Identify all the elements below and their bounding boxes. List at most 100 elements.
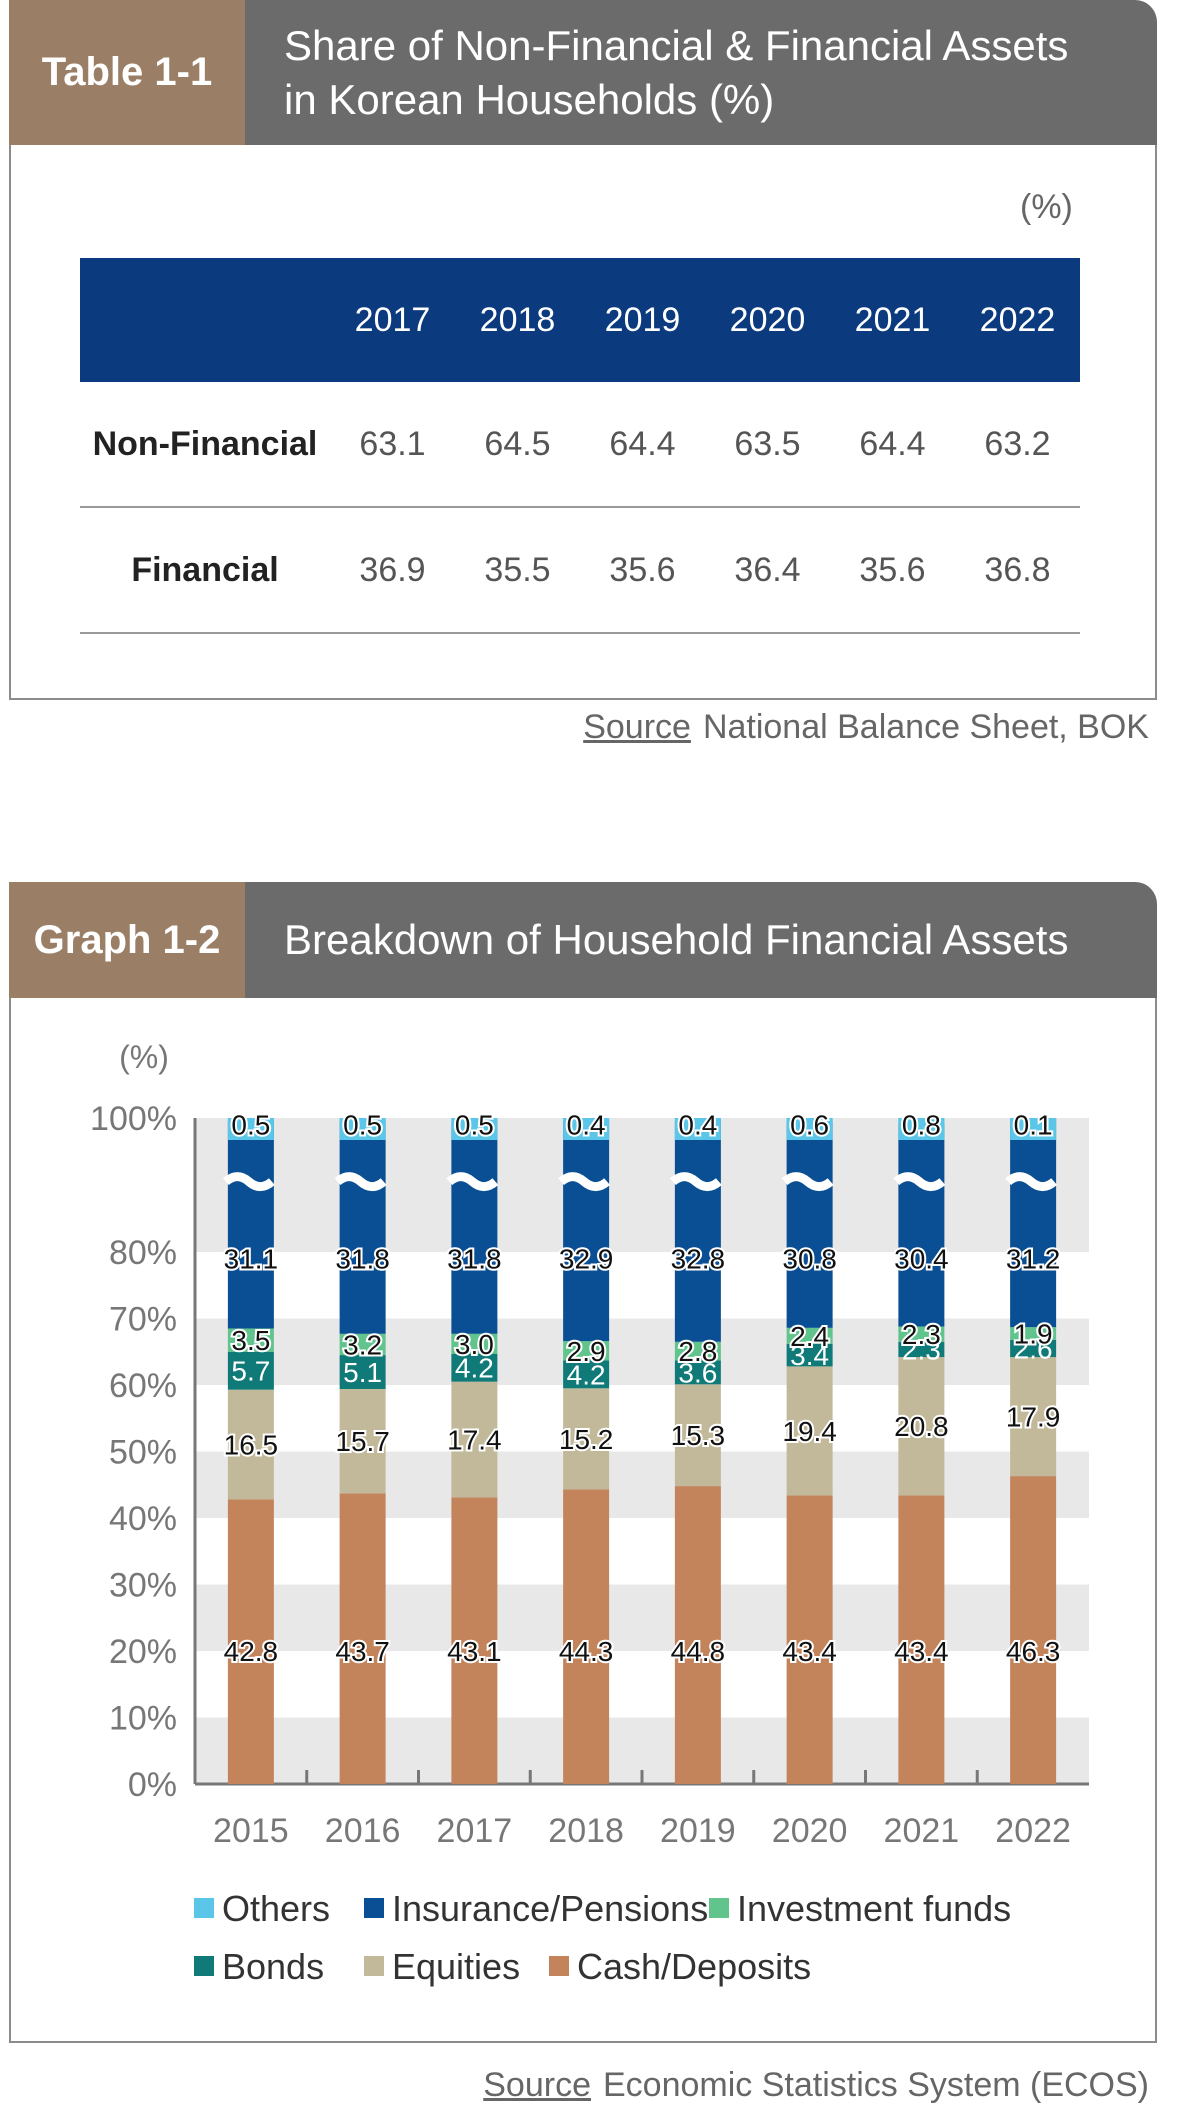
data-label: 46.3 <box>1006 1636 1061 1667</box>
y-tick-label: 40% <box>109 1500 177 1538</box>
grid-band <box>195 1118 1089 1252</box>
bar-segment <box>227 1351 274 1390</box>
bar-segment <box>451 1333 498 1354</box>
bar-segment <box>1010 1339 1057 1358</box>
table-source-label: Source <box>583 708 691 746</box>
table-unit: (%) <box>1020 188 1073 226</box>
legend-swatch <box>364 1898 384 1919</box>
bar-segment-others <box>339 1118 386 1140</box>
data-label: 1.9 <box>1014 1318 1053 1349</box>
bar-segment <box>898 1123 945 1327</box>
data-label: 15.2 <box>559 1424 614 1455</box>
bar-segment <box>227 1499 274 1784</box>
data-label: 16.5 <box>224 1430 279 1461</box>
table-cell: 35.6 <box>830 507 955 634</box>
graph-title: Breakdown of Household Financial Assets <box>284 916 1069 963</box>
bar-segment <box>674 1360 721 1385</box>
y-tick-label: 70% <box>109 1301 177 1339</box>
bar-segment <box>563 1341 610 1361</box>
bar-segment <box>1010 1327 1057 1340</box>
bar-segment <box>1010 1118 1057 1328</box>
table-header-year: 2020 <box>705 258 830 382</box>
axis-break-wave <box>1005 1172 1058 1192</box>
bar-segment <box>786 1122 833 1328</box>
data-label: 32.9 <box>559 1244 614 1275</box>
x-tick-label: 2020 <box>772 1812 848 1850</box>
bar-segment-others <box>898 1118 945 1140</box>
bar-segment-others <box>227 1118 274 1140</box>
axis-break-wave <box>222 1172 275 1192</box>
data-label: 5.1 <box>343 1357 382 1388</box>
table-title-line2: in Korean Households (%) <box>284 75 775 123</box>
data-label: 30.8 <box>782 1244 837 1275</box>
bar-segment <box>1010 1357 1057 1477</box>
legend-label: Investment funds <box>737 1888 1012 1929</box>
legend-item: Bonds <box>194 1946 324 1988</box>
table-header-year: 2022 <box>955 258 1080 382</box>
data-label: 0.1 <box>1014 1110 1053 1141</box>
bar-segment <box>451 1497 498 1784</box>
graph-title-bar: Graph 1-2 Breakdown of Household Financi… <box>9 882 1157 998</box>
table-tag: Table 1-1 <box>9 0 245 145</box>
legend-item: Insurance/Pensions <box>364 1888 708 1930</box>
axis-break-wave <box>558 1172 611 1192</box>
table-row: Financial 36.9 35.5 35.6 36.4 35.6 36.8 <box>80 507 1080 634</box>
asset-share-table: 2017 2018 2019 2020 2021 2022 Non-Financ… <box>80 258 1080 634</box>
bar-segment <box>451 1121 498 1334</box>
data-label: 43.4 <box>782 1636 837 1667</box>
bar-segment <box>339 1388 386 1494</box>
graph-source-text: Economic Statistics System (ECOS) <box>602 2066 1149 2104</box>
data-label: 42.8 <box>224 1636 279 1667</box>
table-header-row: 2017 2018 2019 2020 2021 2022 <box>80 258 1080 382</box>
bar-segment-others <box>1010 1118 1057 1140</box>
data-label: 15.7 <box>335 1426 390 1457</box>
graph-source-label: Source <box>483 2066 591 2104</box>
bar-segment <box>898 1495 945 1784</box>
data-label: 17.4 <box>447 1425 502 1456</box>
data-label: 31.2 <box>1006 1244 1061 1275</box>
table-source: Source National Balance Sheet, BOK <box>583 708 1149 747</box>
bar-segment <box>227 1328 274 1352</box>
data-label: 2.3 <box>902 1334 941 1365</box>
data-label: 19.4 <box>782 1416 837 1447</box>
bar-segment <box>898 1326 945 1342</box>
bar-segment <box>339 1493 386 1784</box>
x-tick-label: 2021 <box>884 1812 960 1850</box>
legend-label: Others <box>222 1888 331 1929</box>
bar-segment <box>563 1489 610 1784</box>
legend-swatch <box>364 1956 384 1977</box>
table-header-year: 2017 <box>330 258 455 382</box>
axis-break-wave <box>781 1172 834 1192</box>
stacked-bar-chart: 0% 10% 20% 30% 40% 50% 60% 70% 80% 100% (%) 42.8 16.… <box>90 1039 1089 1850</box>
legend-item: Investment funds <box>709 1888 1011 1930</box>
table-title: Share of Non-Financial & Financial Asset… <box>284 0 1127 145</box>
bar-segment <box>674 1341 721 1361</box>
bar-segment <box>339 1333 386 1356</box>
row-label-non-financial: Non-Financial <box>80 382 330 508</box>
data-label: 0.6 <box>790 1110 829 1141</box>
y-tick-label: 50% <box>109 1434 177 1472</box>
bar-segment <box>786 1327 833 1344</box>
legend-item: Cash/Deposits <box>549 1946 811 1988</box>
bar-segment <box>451 1353 498 1382</box>
x-tick-label: 2015 <box>213 1812 289 1850</box>
bar-segment <box>227 1389 274 1500</box>
bar-segment <box>674 1120 721 1342</box>
table-cell: 63.2 <box>955 382 1080 508</box>
axis-break-wave <box>446 1172 499 1192</box>
table-title-line1: Share of Non-Financial & Financial Asset… <box>284 21 1069 69</box>
data-label: 0.4 <box>678 1110 717 1141</box>
data-label: 32.8 <box>671 1244 726 1275</box>
data-label: 0.8 <box>902 1110 941 1141</box>
table-header-year: 2018 <box>455 258 580 382</box>
data-label: 31.1 <box>224 1244 279 1275</box>
x-tick-label: 2019 <box>660 1812 736 1850</box>
data-label: 2.8 <box>678 1336 717 1367</box>
data-label: 0.5 <box>455 1110 494 1141</box>
bar-segment-others <box>674 1118 721 1140</box>
legend-label: Cash/Deposits <box>577 1946 812 1987</box>
table-source-text: National Balance Sheet, BOK <box>702 708 1149 746</box>
table-cell: 63.1 <box>330 382 455 508</box>
bar-segment <box>563 1360 610 1389</box>
y-tick-label: 20% <box>109 1633 177 1671</box>
